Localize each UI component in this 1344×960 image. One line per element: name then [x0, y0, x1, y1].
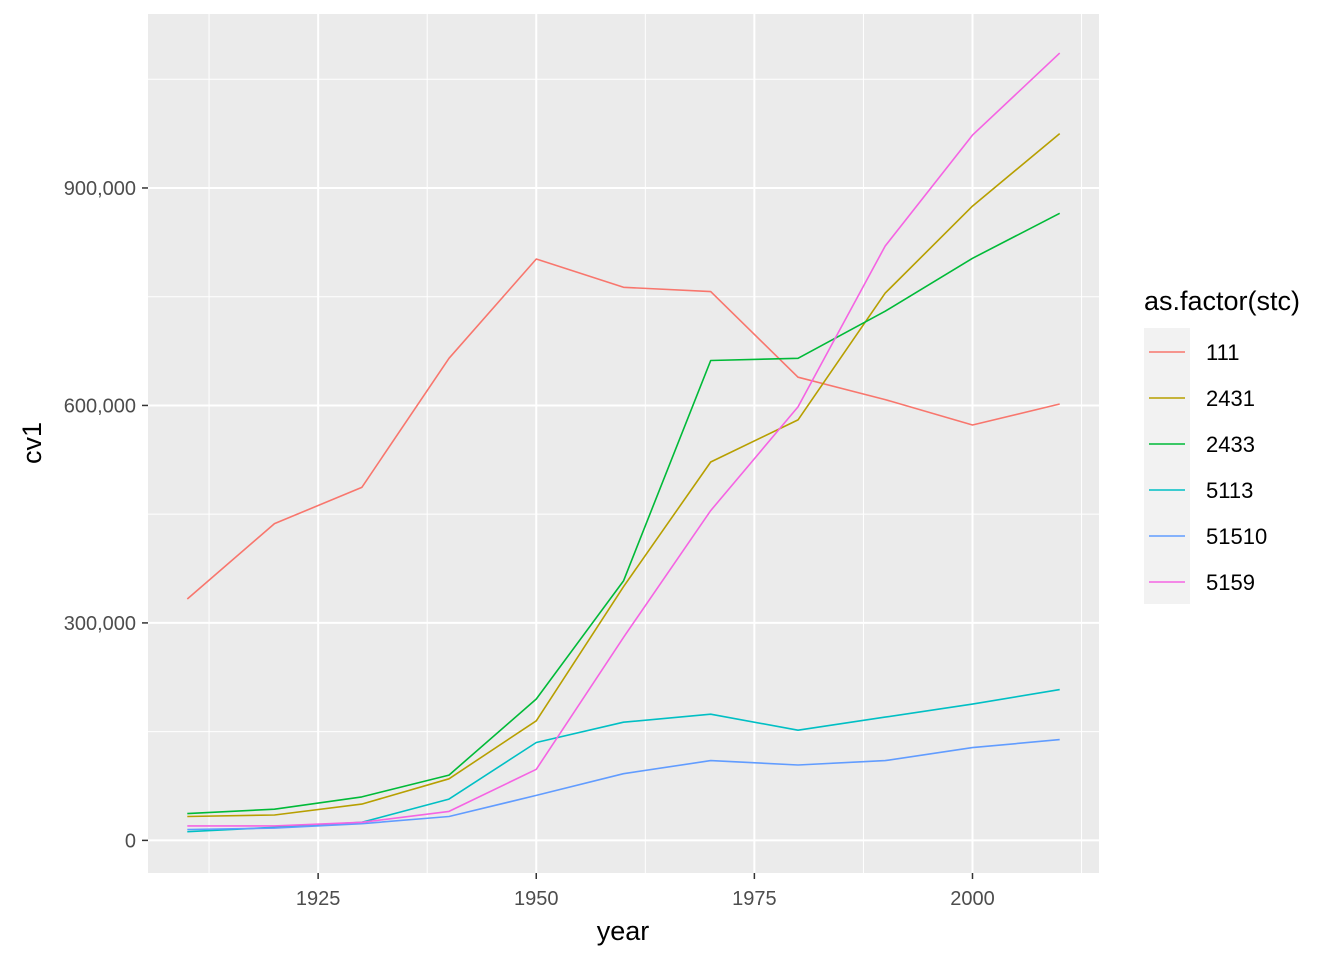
legend-label-51510: 51510 — [1206, 524, 1267, 549]
legend-label-5113: 5113 — [1206, 478, 1253, 503]
legend-label-2433: 2433 — [1206, 432, 1255, 457]
x-tick-label: 1925 — [296, 888, 341, 910]
series-line-2431 — [187, 132, 1061, 818]
legend-label-111: 111 — [1206, 340, 1239, 365]
y-tick-label: 0 — [125, 830, 136, 852]
x-axis-title: year — [597, 916, 650, 946]
major-gridlines — [148, 14, 1099, 873]
y-axis: 0 300,000 600,000 900,000 — [64, 178, 148, 852]
legend: as.factor(stc) 111 2431 2433 5113 51510 5159 — [1144, 286, 1300, 604]
x-tick-label: 1950 — [514, 888, 559, 910]
legend-title: as.factor(stc) — [1144, 286, 1300, 316]
y-tick-label: 300,000 — [64, 613, 136, 635]
series-line-5159 — [187, 52, 1061, 827]
y-tick-label: 900,000 — [64, 178, 136, 200]
legend-label-2431: 2431 — [1206, 386, 1255, 411]
series-line-2433 — [187, 212, 1061, 815]
y-axis-title: cv1 — [17, 422, 47, 464]
legend-key-background — [1144, 328, 1190, 604]
x-tick-label: 1975 — [732, 888, 777, 910]
minor-gridlines — [148, 14, 1099, 873]
y-tick-label: 600,000 — [64, 395, 136, 417]
plot-panel — [148, 14, 1099, 873]
legend-label-5159: 5159 — [1206, 570, 1255, 595]
x-axis: 1925 1950 1975 2000 — [296, 873, 995, 910]
series-line-111 — [186, 258, 1060, 600]
series-line-51510 — [187, 738, 1060, 831]
x-tick-label: 2000 — [950, 888, 995, 910]
series-lines — [186, 52, 1061, 833]
